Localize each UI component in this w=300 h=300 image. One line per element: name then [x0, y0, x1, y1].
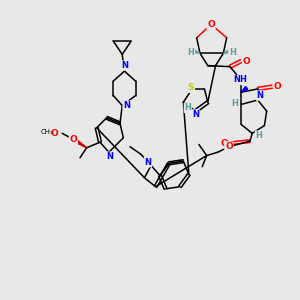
Text: N: N — [123, 101, 130, 110]
Text: H: H — [231, 99, 238, 108]
Text: O: O — [207, 20, 215, 29]
Polygon shape — [223, 50, 230, 53]
Text: S: S — [188, 83, 194, 92]
Text: H: H — [229, 48, 236, 57]
Text: O: O — [274, 82, 282, 91]
Polygon shape — [70, 136, 87, 148]
Text: O: O — [70, 136, 77, 145]
Text: O: O — [51, 129, 58, 138]
Text: N: N — [144, 158, 151, 167]
Text: H: H — [184, 103, 191, 112]
Text: N: N — [121, 61, 128, 70]
Text: NH: NH — [233, 76, 247, 85]
Text: N: N — [192, 110, 199, 119]
Polygon shape — [193, 50, 200, 53]
Text: CH₃: CH₃ — [40, 129, 53, 135]
Text: H: H — [188, 48, 194, 57]
Text: H: H — [256, 131, 262, 140]
Text: O: O — [225, 142, 233, 151]
Text: N: N — [256, 91, 263, 100]
Text: N: N — [106, 152, 113, 161]
Polygon shape — [241, 86, 248, 92]
Text: O: O — [220, 139, 228, 148]
Text: O: O — [243, 57, 250, 66]
